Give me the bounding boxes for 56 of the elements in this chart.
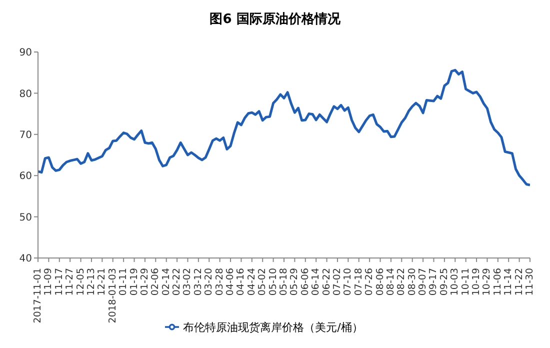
x-tick-label: 03-12 <box>192 268 204 296</box>
x-tick-label: 11-06 <box>492 268 504 296</box>
x-tick-label: 10-11 <box>460 268 472 296</box>
y-tick-label: 70 <box>19 130 32 141</box>
x-tick-label: 01-29 <box>139 268 150 296</box>
legend-label: 布伦特原油现货离岸价格（美元/桶） <box>183 321 363 334</box>
y-tick-label: 60 <box>19 171 32 182</box>
x-tick-label: 10-19 <box>471 268 482 296</box>
x-tick-label: 04-24 <box>246 268 258 296</box>
line-series <box>38 68 530 186</box>
x-tick-label: 05-10 <box>268 268 279 296</box>
x-tick-label: 08-06 <box>374 268 386 296</box>
x-tick-label: 11-14 <box>503 268 514 296</box>
x-tick-label: 01-19 <box>128 268 140 296</box>
x-tick-label: 12-13 <box>86 268 97 296</box>
x-tick-label: 07-10 <box>342 268 354 296</box>
chart-title: 图6 国际原油价格情况 <box>208 11 342 29</box>
x-tick-label: 06-14 <box>310 268 322 296</box>
x-tick-label: 05-02 <box>257 268 268 296</box>
x-tick-label: 10-03 <box>450 268 461 296</box>
x-tick-label: 06-22 <box>321 268 332 296</box>
x-tick-label: 05-29 <box>289 268 300 296</box>
x-tick-label: 11-30 <box>524 268 536 296</box>
x-tick-label: 10-29 <box>482 268 493 296</box>
x-tick-label: 06-06 <box>300 268 311 296</box>
x-tick-label: 12-21 <box>96 268 108 296</box>
y-tick-label: 40 <box>19 254 32 265</box>
y-tick-label: 50 <box>19 212 32 224</box>
x-tick-label: 2017-11-01 <box>32 268 44 324</box>
x-tick-label: 02-22 <box>172 268 183 296</box>
x-tick-label: 02-06 <box>150 268 162 296</box>
x-tick-label: 04-16 <box>236 268 247 296</box>
x-tick-label: 02-14 <box>160 268 172 296</box>
x-tick-label: 2018-01-03 <box>107 268 118 324</box>
x-tick-label: 12-05 <box>75 268 86 296</box>
x-tick-label: 08-14 <box>385 268 396 296</box>
x-tick-label: 11-27 <box>64 268 76 296</box>
x-tick-label: 08-22 <box>396 268 408 296</box>
x-tick-label: 09-25 <box>438 268 450 296</box>
x-tick-label: 09-07 <box>418 268 429 296</box>
x-tick-label: 03-28 <box>214 268 226 296</box>
x-tick-label: 07-26 <box>364 268 376 296</box>
x-tick-label: 03-20 <box>204 268 215 296</box>
x-tick-label: 04-06 <box>225 268 236 296</box>
x-tick-label: 09-17 <box>428 268 440 296</box>
x-tick-label: 11-22 <box>514 268 525 296</box>
x-tick-label: 11-17 <box>54 268 65 296</box>
y-tick-label: 90 <box>19 48 32 59</box>
x-tick-label: 01-11 <box>118 268 130 296</box>
x-tick-label: 11-09 <box>43 268 54 296</box>
y-tick-label: 80 <box>19 88 32 100</box>
x-tick-label: 05-18 <box>278 268 290 296</box>
x-tick-label: 08-30 <box>406 268 418 296</box>
x-tick-label: 07-02 <box>332 268 343 296</box>
x-tick-label: 03-02 <box>182 268 194 296</box>
x-tick-label: 07-18 <box>353 268 364 296</box>
